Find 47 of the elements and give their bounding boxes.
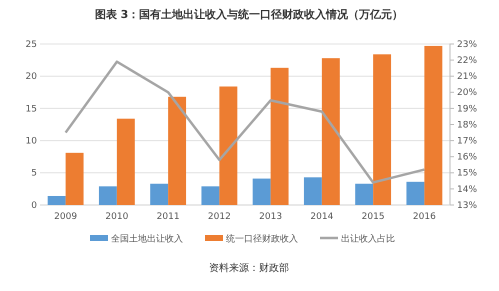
bar	[406, 182, 424, 205]
y2-tick-label: 16%	[457, 152, 478, 163]
text: 资料来源：财政部	[209, 262, 289, 274]
bar	[322, 58, 340, 205]
y-tick-label: 15	[26, 104, 37, 114]
y2-tick-label: 20%	[457, 88, 478, 98]
bar	[219, 86, 238, 205]
bar	[270, 68, 289, 205]
x-tick-label: 2010	[105, 212, 129, 222]
y2-tick-label: 14%	[457, 184, 478, 195]
y-tick-label: 20	[26, 72, 38, 82]
y-tick-label: 5	[31, 168, 37, 179]
x-tick-label: 2012	[208, 212, 231, 222]
x-tick-label: 2013	[259, 212, 282, 222]
bar	[48, 196, 66, 205]
bar	[201, 186, 220, 205]
bar	[252, 178, 271, 205]
y2-tick-label: 13%	[457, 200, 478, 211]
bar	[355, 184, 374, 205]
legend-label: 统一口径财政收入	[226, 234, 298, 244]
y2-tick-label: 19%	[457, 104, 478, 114]
y-tick-label: 25	[26, 40, 37, 50]
bar	[98, 186, 117, 205]
y2-tick-label: 15%	[457, 168, 478, 179]
chart-title: 图表 3：国有土地出让收入与统一口径财政收入情况（万亿元）	[94, 8, 404, 21]
legend-label: 出让收入占比	[341, 234, 395, 244]
y2-tick-label: 17%	[457, 136, 478, 146]
x-tick-label: 2011	[156, 212, 180, 222]
line-series	[64, 60, 426, 184]
x-tick-label: 2016	[412, 212, 436, 222]
bar	[150, 184, 168, 205]
bar	[373, 54, 392, 205]
y2-tick-label: 22%	[457, 56, 478, 66]
x-tick-label: 2015	[362, 212, 385, 222]
x-tick-label: 2009	[54, 212, 78, 222]
x-tick-label: 2014	[310, 212, 334, 222]
bar	[424, 46, 442, 205]
legend-label: 全国土地出让收入	[111, 234, 183, 244]
y2-tick-label: 23%	[457, 40, 478, 50]
y2-tick-label: 21%	[457, 72, 478, 82]
y-tick-label: 0	[31, 200, 38, 211]
y2-tick-label: 18%	[457, 120, 478, 130]
bar	[304, 177, 322, 205]
bar	[168, 96, 186, 205]
bar	[66, 152, 84, 205]
bar	[116, 118, 135, 205]
y-tick-label: 10	[26, 136, 38, 146]
